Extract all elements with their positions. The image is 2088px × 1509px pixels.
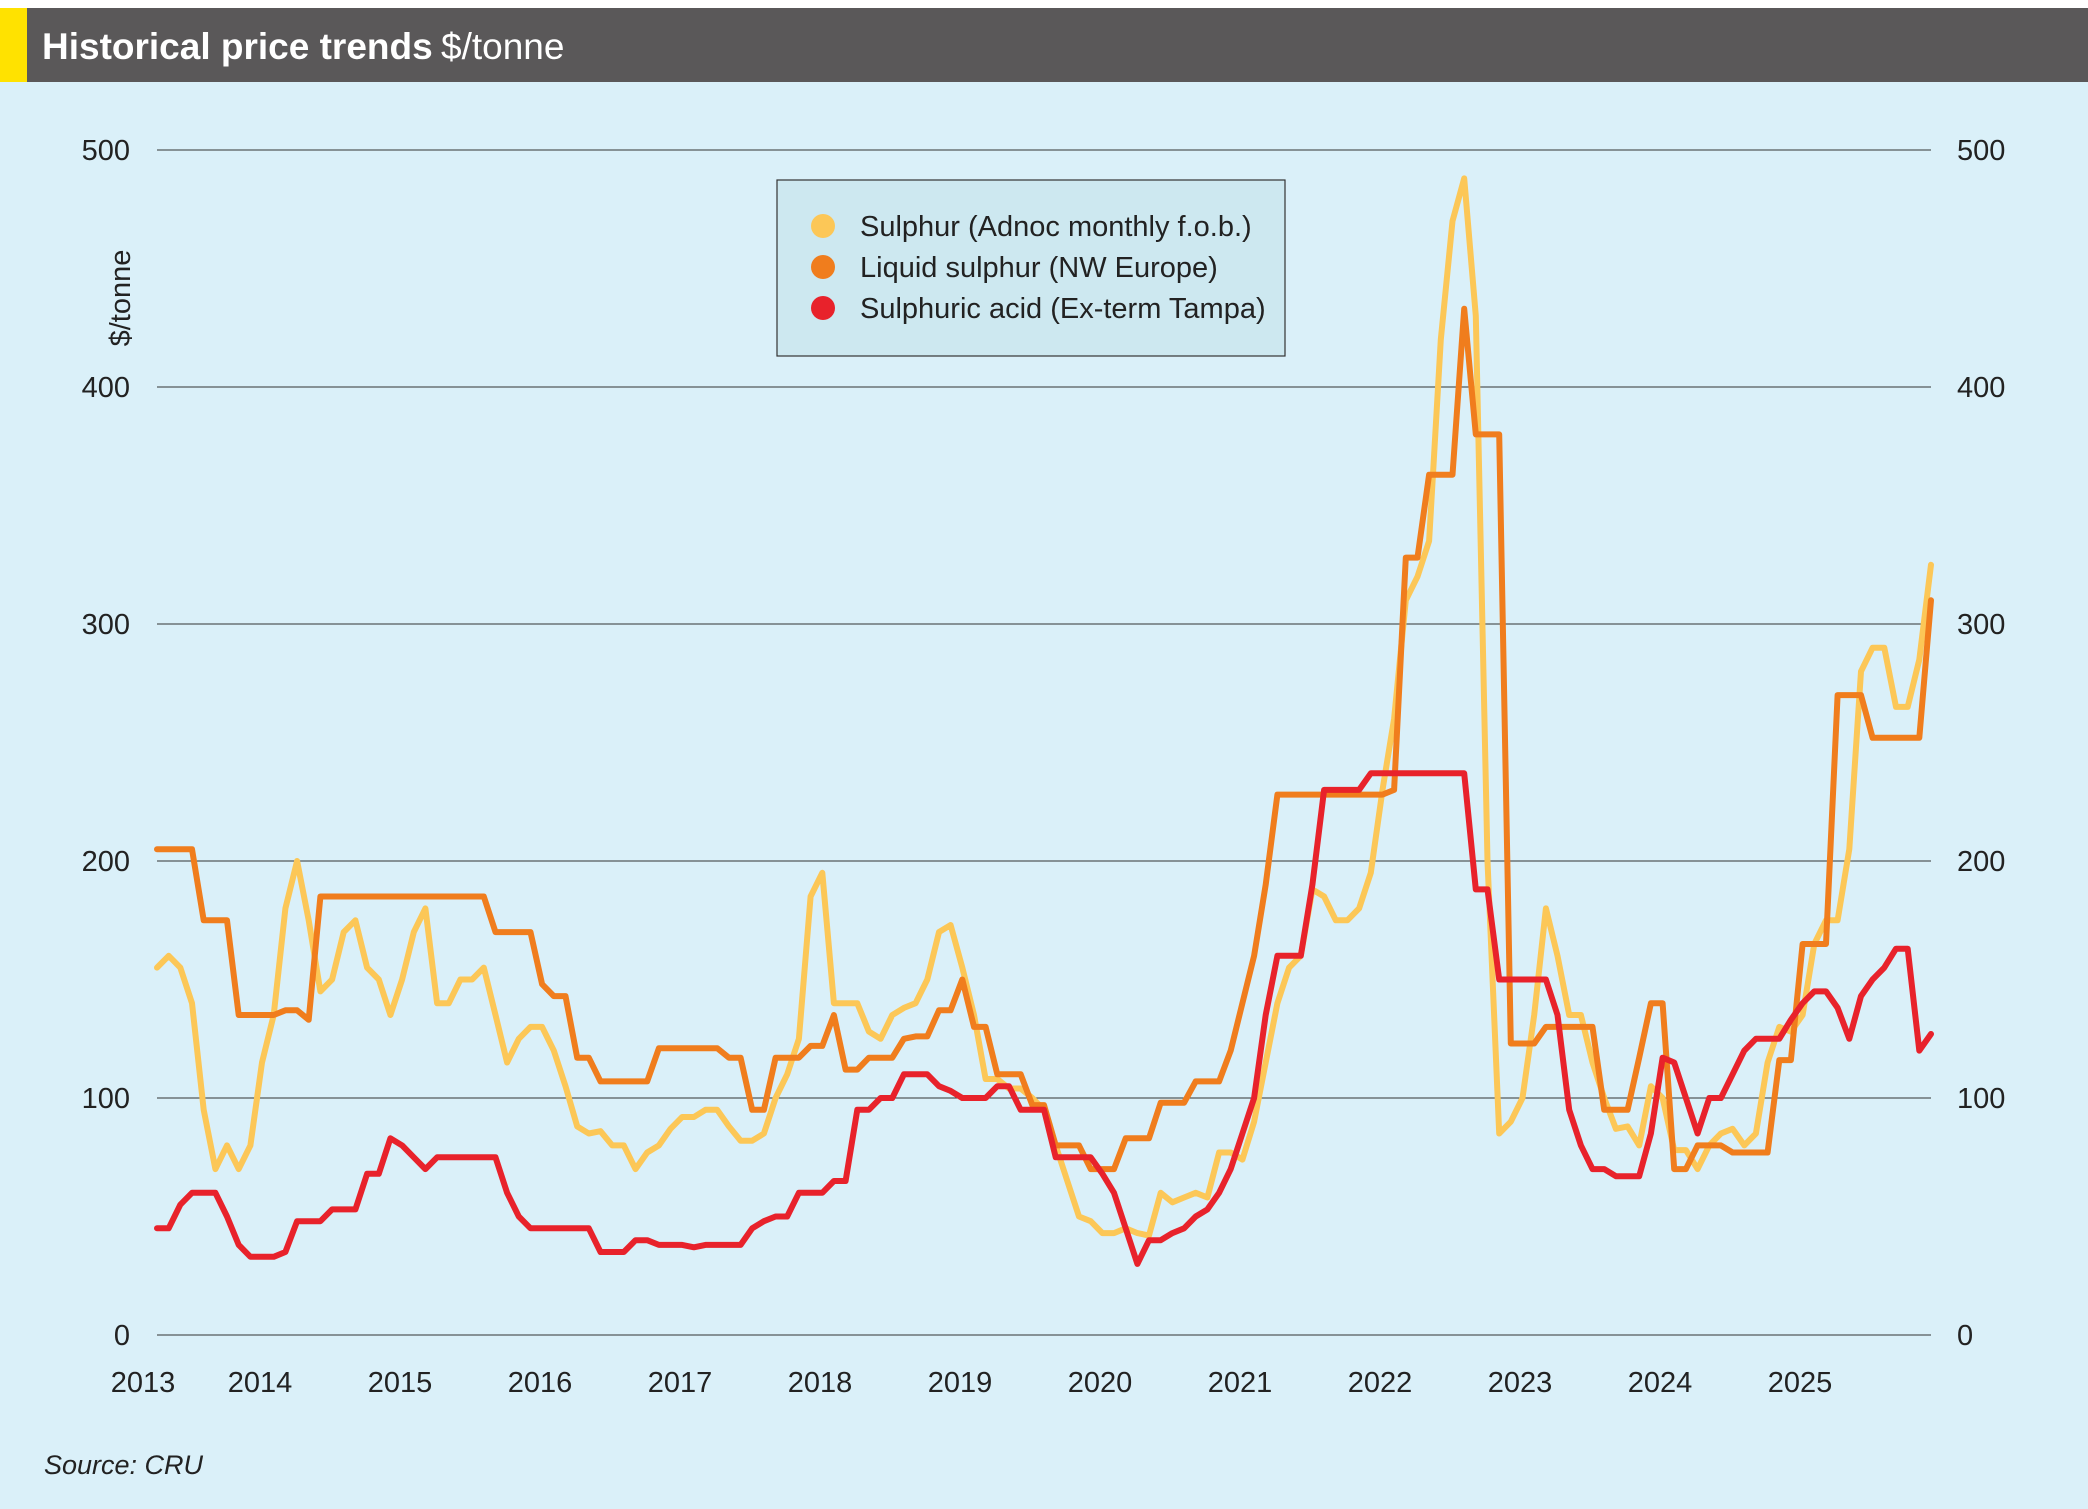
- x-axis: 2013 2014 2015 2016 2017 2018 2019 2020 2021 2022…: [111, 1367, 1833, 1399]
- gridlines: [157, 149, 1931, 1336]
- x-tick: 2013: [111, 1367, 176, 1399]
- x-tick: 2024: [1628, 1367, 1693, 1399]
- y-tick-left: 400: [82, 372, 130, 404]
- series-lines: [154, 175, 1934, 1267]
- chart-title: Historical price trends: [42, 26, 433, 67]
- legend: Sulphur (Adnoc monthly f.o.b.) Liquid sul…: [776, 179, 1286, 357]
- y-tick-left: 300: [82, 609, 130, 641]
- x-tick: 2020: [1068, 1367, 1133, 1399]
- chart-header: [0, 8, 2088, 82]
- legend-marker-1: [811, 214, 835, 238]
- legend-label-3: Sulphuric acid (Ex-term Tampa): [860, 293, 1266, 325]
- y-tick-right: 400: [1957, 372, 2005, 404]
- y-tick-left: 0: [114, 1320, 130, 1352]
- x-tick: 2025: [1768, 1367, 1833, 1399]
- header-accent-bar: [0, 8, 27, 82]
- legend-label-1: Sulphur (Adnoc monthly f.o.b.): [860, 211, 1252, 243]
- legend-marker-2: [811, 255, 835, 279]
- x-tick: 2016: [508, 1367, 573, 1399]
- y-tick-right: 0: [1957, 1320, 1973, 1352]
- y-tick-right: 300: [1957, 609, 2005, 641]
- y-tick-right: 100: [1957, 1083, 2005, 1115]
- series-line-2: [154, 305, 1934, 1173]
- legend-box: [776, 179, 1286, 357]
- x-tick: 2022: [1348, 1367, 1413, 1399]
- y-tick-right: 500: [1957, 135, 2005, 167]
- series-line-3: [154, 770, 1934, 1267]
- x-tick: 2021: [1208, 1367, 1273, 1399]
- chart-unit: $/tonne: [441, 26, 565, 67]
- x-tick: 2023: [1488, 1367, 1553, 1399]
- y-tick-left: 100: [82, 1083, 130, 1115]
- y-axis-label: $/tonne: [105, 250, 137, 347]
- y-tick-left: 500: [82, 135, 130, 167]
- y-tick-right: 200: [1957, 846, 2005, 878]
- x-tick: 2019: [928, 1367, 993, 1399]
- y-axis-left: 0 100 200 300 400 500: [82, 135, 130, 1352]
- legend-marker-3: [811, 296, 835, 320]
- y-tick-left: 200: [82, 846, 130, 878]
- x-tick: 2015: [368, 1367, 433, 1399]
- x-tick: 2017: [648, 1367, 713, 1399]
- source-note: Source: CRU: [44, 1450, 204, 1480]
- legend-label-2: Liquid sulphur (NW Europe): [860, 252, 1218, 284]
- x-tick: 2018: [788, 1367, 853, 1399]
- x-tick: 2014: [228, 1367, 293, 1399]
- y-axis-right: 0 100 200 300 400 500: [1957, 135, 2005, 1352]
